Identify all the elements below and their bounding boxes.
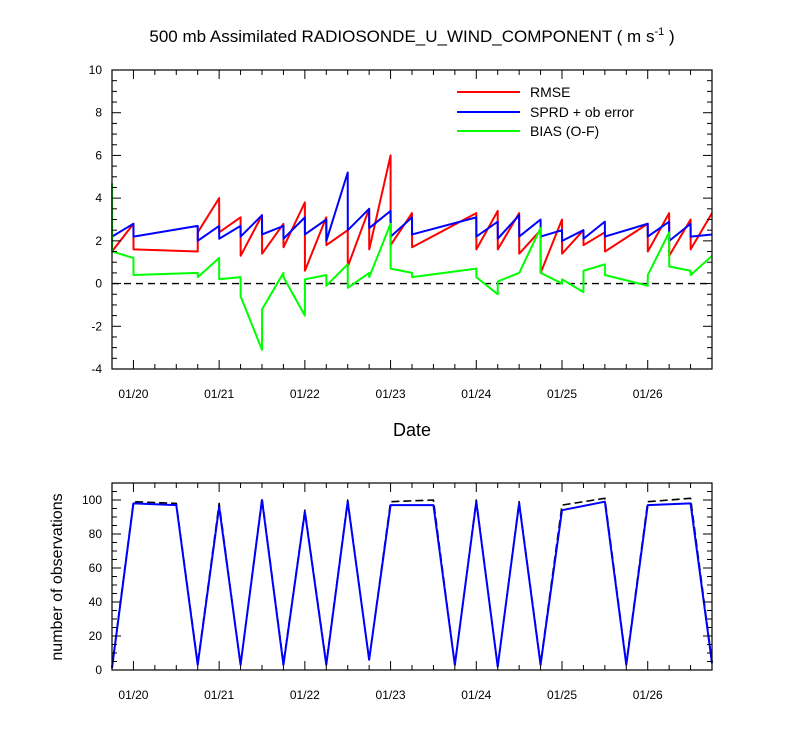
x-tick-label: 01/25 <box>547 387 577 401</box>
x-tick-label: 01/23 <box>376 387 406 401</box>
bottom-plot-frame <box>111 482 713 671</box>
x-tick-label: 01/25 <box>547 688 577 702</box>
chart-title: 500 mb Assimilated RADIOSONDE_U_WIND_COM… <box>149 26 674 46</box>
bottom-ticks-layer: 01/20 01/21 01/22 01/23 01/24 01/25 01/26 0 20 40… <box>82 482 713 702</box>
series-bias-o-f-line <box>111 183 713 351</box>
y-tick-label: 2 <box>95 234 102 248</box>
x-tick-label: 01/20 <box>118 688 148 702</box>
chart-title-suffix: ) <box>664 27 674 46</box>
x-tick-label: 01/23 <box>376 688 406 702</box>
series-sprd-ob-error-line <box>111 171 713 242</box>
y-tick-label: -4 <box>91 362 102 376</box>
y-tick-label: 10 <box>89 63 103 77</box>
legend-rmse-label: RMSE <box>530 84 570 100</box>
bottom-panel: 01/20 01/21 01/22 01/23 01/24 01/25 01/26 0 20 40… <box>49 482 713 702</box>
x-tick-label: 01/26 <box>633 688 663 702</box>
x-tick-label: 01/24 <box>461 387 491 401</box>
y-tick-label: -2 <box>91 319 102 333</box>
top-ticks-layer: 01/20 01/21 01/22 01/23 01/24 01/25 01/26 -4 -2 0… <box>89 63 713 401</box>
x-tick-label: 01/21 <box>204 688 234 702</box>
y-tick-label: 4 <box>95 191 102 205</box>
x-tick-label: 01/20 <box>118 387 148 401</box>
y-tick-label: 6 <box>95 148 102 162</box>
bottom-series-layer <box>111 497 713 669</box>
top-x-axis-label: Date <box>393 420 431 440</box>
chart-title-superscript: -1 <box>654 26 664 38</box>
top-series-layer <box>111 154 713 351</box>
bottom-y-axis-label: number of observations <box>49 493 66 660</box>
series-obs-used-line <box>111 499 713 669</box>
legend-spread-label: SPRD + ob error <box>530 104 634 120</box>
x-tick-label: 01/26 <box>633 387 663 401</box>
y-tick-label: 100 <box>82 493 102 507</box>
y-tick-label: 40 <box>89 595 103 609</box>
y-tick-label: 60 <box>89 561 103 575</box>
legend: RMSE SPRD + ob error BIAS (O-F) <box>457 84 634 139</box>
y-tick-label: 20 <box>89 629 103 643</box>
y-tick-label: 8 <box>95 106 102 120</box>
x-tick-label: 01/24 <box>461 688 491 702</box>
top-panel: 01/20 01/21 01/22 01/23 01/24 01/25 01/26 -4 -2 0… <box>89 63 713 440</box>
y-tick-label: 80 <box>89 527 103 541</box>
x-tick-label: 01/22 <box>290 688 320 702</box>
chart-title-prefix: 500 mb Assimilated RADIOSONDE_U_WIND_COM… <box>149 27 654 46</box>
series-obs-possible-line <box>111 497 713 668</box>
legend-bias-label: BIAS (O-F) <box>530 123 599 139</box>
y-tick-label: 0 <box>95 277 102 291</box>
x-tick-label: 01/21 <box>204 387 234 401</box>
series-rmse-line <box>111 154 713 274</box>
x-tick-label: 01/22 <box>290 387 320 401</box>
y-tick-label: 0 <box>95 663 102 677</box>
